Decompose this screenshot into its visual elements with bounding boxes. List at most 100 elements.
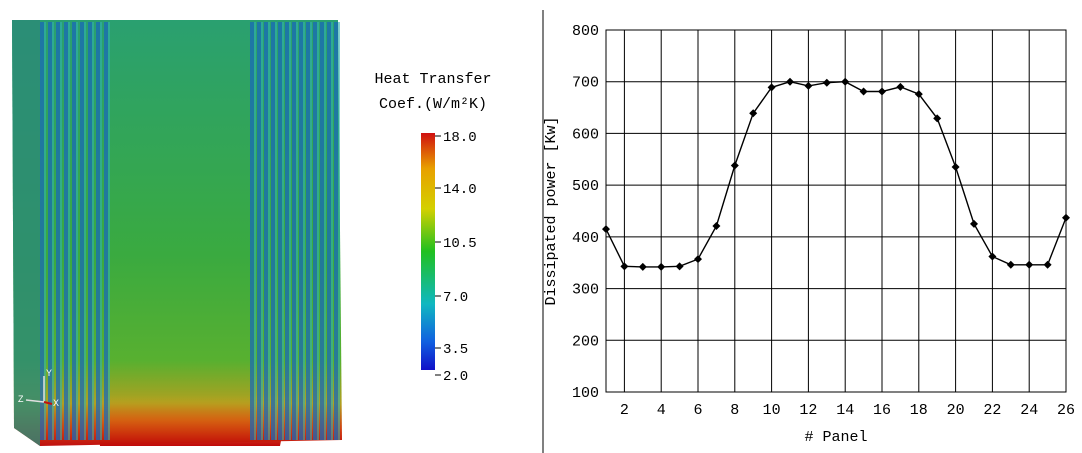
fin-highlight <box>324 22 326 440</box>
legend-tick-label: 2.0 <box>443 369 468 385</box>
color-legend: Heat Transfer Coef.(W/m²K) 18.0 14.0 10.5 7… <box>374 71 491 385</box>
fin-stripe <box>271 22 275 440</box>
fin-stripe <box>72 22 76 440</box>
panel-fins <box>12 20 340 446</box>
data-point-marker <box>1043 260 1052 269</box>
x-tick-label: 18 <box>910 402 928 419</box>
fin-highlight <box>317 22 319 440</box>
data-point-marker <box>767 83 776 92</box>
data-point-marker <box>1062 213 1070 222</box>
x-tick-label: 2 <box>620 402 629 419</box>
fin-highlight <box>289 22 291 440</box>
heat-transfer-visualization: Y Z X <box>12 20 342 446</box>
legend-tick-label: 3.5 <box>443 342 468 358</box>
legend-tick-label: 10.5 <box>443 236 477 252</box>
legend-tick-label: 18.0 <box>443 130 477 146</box>
data-point-marker <box>620 262 629 271</box>
x-tick-label: 6 <box>693 402 702 419</box>
data-point-marker <box>878 87 886 96</box>
x-tick-label: 10 <box>763 402 781 419</box>
fin-stripe <box>257 22 261 440</box>
data-point-marker <box>712 221 721 230</box>
fin-highlight <box>303 22 305 440</box>
y-tick-label: 100 <box>572 385 599 402</box>
fin-highlight <box>254 22 256 440</box>
fin-highlight <box>60 22 62 440</box>
y-tick-label: 700 <box>572 75 599 92</box>
fin-highlight <box>76 22 78 440</box>
fin-stripe <box>313 22 317 440</box>
x-axis-label: # Panel <box>804 429 867 446</box>
data-point-marker <box>896 82 905 91</box>
series-markers <box>602 77 1070 271</box>
axis-triad: Y Z X <box>18 368 59 408</box>
data-point-marker <box>970 219 978 228</box>
fin-highlight <box>44 22 46 440</box>
data-point-marker <box>914 90 923 99</box>
fin-highlight <box>296 22 298 440</box>
x-tick-labels: 2 4 6 8 10 12 14 16 18 20 22 24 26 <box>620 402 1075 419</box>
data-point-marker <box>804 81 813 90</box>
data-point-marker <box>951 163 960 172</box>
fin-highlight <box>68 22 70 440</box>
fin-highlight <box>108 22 110 440</box>
x-tick-label: 22 <box>983 402 1001 419</box>
fin-highlight <box>338 22 340 440</box>
data-point-marker <box>822 78 831 87</box>
data-point-marker <box>730 161 739 170</box>
y-tick-label: 200 <box>572 333 599 350</box>
y-tick-label: 600 <box>572 126 599 143</box>
fin-stripe <box>285 22 289 440</box>
series-line <box>605 80 1067 268</box>
fin-stripe <box>306 22 310 440</box>
fin-stripe <box>96 22 100 440</box>
fin-stripe <box>334 22 338 440</box>
fin-stripe <box>327 22 331 440</box>
fin-stripe <box>264 22 268 440</box>
x-tick-label: 26 <box>1057 402 1075 419</box>
y-tick-label: 400 <box>572 230 599 247</box>
x-tick-label: 14 <box>836 402 854 419</box>
panel-side-face <box>12 20 40 446</box>
fin-highlight <box>310 22 312 440</box>
data-point-marker <box>675 262 684 271</box>
legend-ticks: 18.0 14.0 10.5 7.0 3.5 2.0 <box>435 130 477 385</box>
fin-highlight <box>331 22 333 440</box>
axis-y-label: Y <box>46 368 52 378</box>
fin-stripe <box>104 22 108 440</box>
axis-x-label: X <box>53 398 59 408</box>
x-tick-label: 4 <box>657 402 666 419</box>
x-tick-label: 12 <box>799 402 817 419</box>
y-axis-label: Dissipated power [Kw] <box>543 116 560 305</box>
fin-highlight <box>268 22 270 440</box>
axis-z-label: Z <box>18 394 24 404</box>
fin-highlight <box>84 22 86 440</box>
fin-highlight <box>261 22 263 440</box>
data-point-marker <box>657 262 666 271</box>
y-tick-label: 800 <box>572 23 599 40</box>
fin-stripe <box>80 22 84 440</box>
legend-title-line2: Coef.(W/m²K) <box>379 96 487 113</box>
data-point-marker <box>1025 260 1034 269</box>
y-tick-label: 300 <box>572 282 599 299</box>
data-point-marker <box>933 114 942 123</box>
fin-highlight <box>100 22 102 440</box>
legend-tick-label: 14.0 <box>443 182 477 198</box>
fin-stripe <box>299 22 303 440</box>
legend-color-bar <box>421 133 435 370</box>
fin-stripe <box>88 22 92 440</box>
y-tick-labels: 100 200 300 400 500 600 700 800 <box>572 23 599 402</box>
fin-stripe <box>48 22 52 440</box>
fin-stripe <box>250 22 254 440</box>
legend-tick-label: 7.0 <box>443 290 468 306</box>
y-tick-label: 500 <box>572 178 599 195</box>
data-point-marker <box>786 77 794 86</box>
x-tick-label: 8 <box>730 402 739 419</box>
fin-highlight <box>92 22 94 440</box>
fin-highlight <box>275 22 277 440</box>
data-point-marker <box>988 252 997 261</box>
legend-title-line1: Heat Transfer <box>374 71 491 88</box>
data-point-marker <box>749 109 758 118</box>
data-point-marker <box>694 255 702 264</box>
